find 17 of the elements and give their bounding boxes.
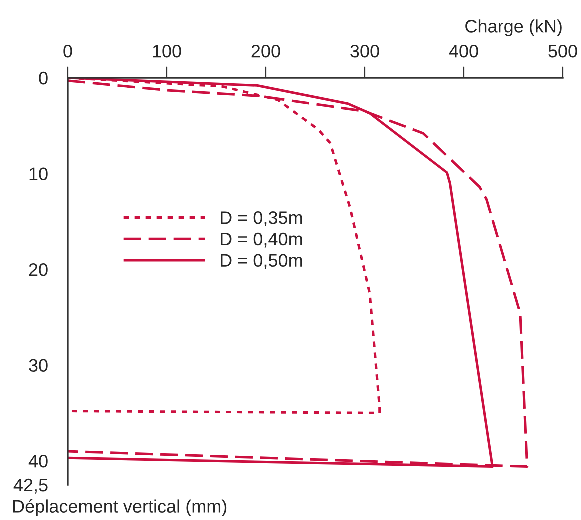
x-tick-label: 100	[153, 44, 182, 58]
y-tick-label: 10	[30, 168, 48, 180]
y-axis-title: Déplacement vertical (mm)	[13, 499, 227, 517]
x-axis-title: Charge (kN)	[466, 20, 562, 36]
legend-label: D = 0,40m	[221, 232, 302, 248]
y-tick-label: 0	[39, 72, 48, 85]
y-tick-label: 20	[29, 263, 48, 276]
x-tick-label: 300	[350, 44, 380, 58]
x-tick-label: 400	[449, 44, 478, 58]
x-tick-label: 500	[548, 44, 578, 58]
legend-label: D = 0,35m	[221, 212, 302, 226]
y-tick-label: 42,5	[14, 478, 48, 494]
x-tick-label: 200	[252, 44, 280, 58]
y-tick-label: 30	[29, 359, 48, 372]
legend-label: D = 0,50m	[221, 254, 302, 270]
y-tick-label: 40	[28, 454, 48, 468]
x-tick-label: 0	[64, 44, 72, 58]
